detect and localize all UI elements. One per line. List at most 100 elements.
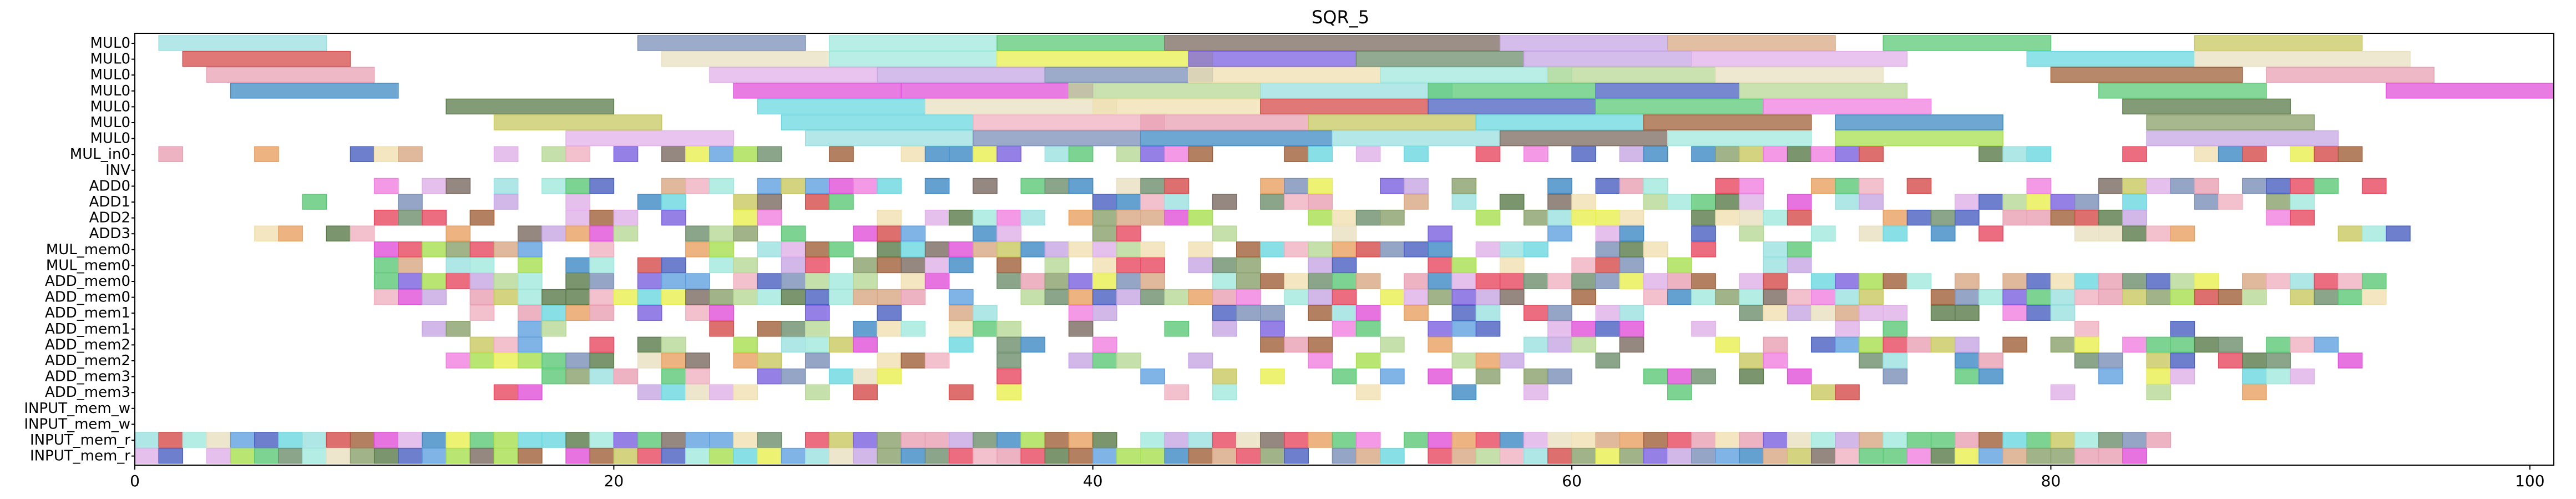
task-bar xyxy=(661,51,830,67)
task-bar xyxy=(1236,305,1261,321)
task-bar xyxy=(781,114,974,130)
task-bar xyxy=(948,305,974,321)
task-bar xyxy=(1691,51,1908,67)
task-bar xyxy=(877,257,902,274)
task-bar xyxy=(1955,447,1980,464)
task-bar xyxy=(1643,114,1812,130)
task-bar xyxy=(1044,447,1070,464)
task-bar xyxy=(1140,368,1165,385)
task-bar xyxy=(1787,432,1812,448)
task-bar xyxy=(1859,447,1884,464)
task-bar xyxy=(2122,289,2147,305)
task-bar xyxy=(302,447,327,464)
y-axis-labels: MUL0MUL0MUL0MUL0MUL0MUL0MUL0MUL_in0INVAD… xyxy=(24,35,135,465)
task-bar xyxy=(1164,321,1190,337)
task-bar xyxy=(973,114,1165,130)
task-bar xyxy=(373,432,399,448)
task-bar xyxy=(2266,209,2291,226)
task-bar xyxy=(1619,273,1644,289)
task-bar xyxy=(1044,178,1070,194)
task-bar xyxy=(589,305,615,321)
task-bar xyxy=(1284,241,1309,258)
task-bar xyxy=(1164,447,1190,464)
task-bar xyxy=(2050,384,2076,400)
task-bar xyxy=(973,130,1141,147)
task-bar xyxy=(709,257,734,274)
task-bar xyxy=(2194,51,2411,67)
task-bar xyxy=(1787,146,1812,162)
task-bar xyxy=(589,352,615,369)
task-bar xyxy=(1092,336,1117,353)
task-bar xyxy=(1355,241,1381,258)
task-bar xyxy=(1691,321,1716,337)
task-bar xyxy=(757,194,782,210)
task-bar xyxy=(804,321,830,337)
task-bar xyxy=(1811,178,1836,194)
task-bar xyxy=(900,289,926,305)
task-bar xyxy=(709,241,734,258)
task-bar xyxy=(2361,289,2387,305)
task-bar xyxy=(2146,289,2172,305)
task-bar xyxy=(948,257,974,274)
task-bar xyxy=(1571,194,1597,210)
task-bar xyxy=(1092,432,1117,448)
task-bar xyxy=(853,225,878,241)
task-bar xyxy=(1499,432,1525,448)
task-bar xyxy=(1811,289,1836,305)
row-label: INV xyxy=(105,162,130,179)
task-bar xyxy=(541,289,566,305)
task-bar xyxy=(1475,209,1501,226)
task-bar xyxy=(1332,289,1357,305)
task-bar xyxy=(254,432,279,448)
task-bar xyxy=(1284,447,1309,464)
task-bar xyxy=(1332,241,1357,258)
task-bar xyxy=(1212,368,1237,385)
task-bar xyxy=(1404,241,1429,258)
task-bar xyxy=(1547,305,1572,321)
task-bar xyxy=(1667,368,1692,385)
task-bar xyxy=(2218,336,2243,353)
task-bar xyxy=(1715,447,1740,464)
task-bar xyxy=(1236,447,1261,464)
task-bar xyxy=(1978,368,2003,385)
task-bar xyxy=(493,289,519,305)
task-bar xyxy=(829,51,998,67)
task-bar xyxy=(2026,273,2052,289)
task-bar xyxy=(733,352,758,369)
task-bar xyxy=(446,273,471,289)
task-bar xyxy=(757,289,782,305)
task-bar xyxy=(1140,194,1165,210)
task-bar xyxy=(541,146,566,162)
task-bar xyxy=(1451,447,1477,464)
task-bar xyxy=(517,273,543,289)
task-bar xyxy=(565,146,590,162)
task-bar xyxy=(877,368,902,385)
task-bar xyxy=(2194,178,2219,194)
task-bar xyxy=(757,98,926,115)
task-bar xyxy=(2170,352,2195,369)
task-bar xyxy=(1380,368,1405,385)
task-bar xyxy=(996,384,1021,400)
x-tick-label: 80 xyxy=(2041,472,2061,490)
task-bar xyxy=(422,241,447,258)
task-bar xyxy=(1260,241,1285,258)
task-bar xyxy=(733,194,758,210)
task-bar xyxy=(1068,289,1094,305)
task-bar xyxy=(685,447,710,464)
task-bar xyxy=(1524,209,1548,226)
task-bar xyxy=(493,447,519,464)
task-bar xyxy=(1236,273,1261,289)
task-bar xyxy=(996,225,1021,241)
task-bar xyxy=(1835,305,1860,321)
task-bar xyxy=(469,352,495,369)
task-bar xyxy=(661,178,686,194)
task-bar xyxy=(757,368,782,385)
task-bar xyxy=(517,257,543,274)
task-bar xyxy=(733,336,758,353)
task-bar xyxy=(1164,35,1501,51)
task-bar xyxy=(446,447,471,464)
task-bar xyxy=(1978,146,2003,162)
task-bar xyxy=(302,194,327,210)
task-bar xyxy=(1715,209,1740,226)
